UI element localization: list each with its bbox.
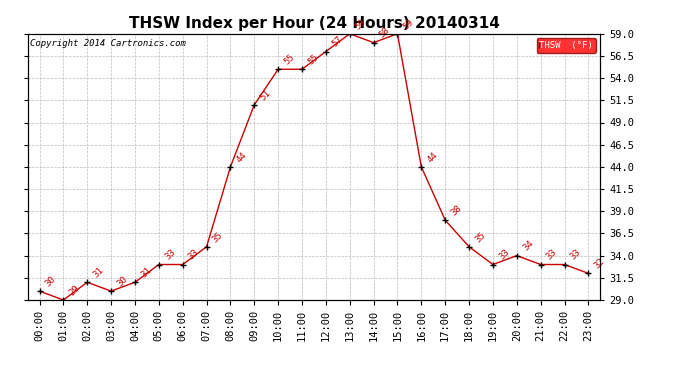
Legend: THSW  (°F): THSW (°F)	[537, 38, 595, 53]
Title: THSW Index per Hour (24 Hours) 20140314: THSW Index per Hour (24 Hours) 20140314	[128, 16, 500, 31]
Text: 51: 51	[259, 88, 273, 102]
Text: Copyright 2014 Cartronics.com: Copyright 2014 Cartronics.com	[30, 39, 186, 48]
Text: 35: 35	[473, 230, 487, 244]
Text: 33: 33	[545, 248, 559, 262]
Text: 59: 59	[402, 17, 415, 31]
Text: 58: 58	[377, 26, 392, 40]
Text: 57: 57	[330, 35, 344, 49]
Text: 33: 33	[497, 248, 511, 262]
Text: 30: 30	[115, 274, 129, 288]
Text: 44: 44	[235, 150, 248, 164]
Text: 44: 44	[426, 150, 440, 164]
Text: 33: 33	[187, 248, 201, 262]
Text: 33: 33	[569, 248, 582, 262]
Text: 29: 29	[68, 283, 81, 297]
Text: 55: 55	[282, 53, 296, 66]
Text: 59: 59	[354, 17, 368, 31]
Text: 55: 55	[306, 53, 320, 66]
Text: 34: 34	[521, 239, 535, 253]
Text: 35: 35	[210, 230, 225, 244]
Text: 31: 31	[91, 266, 106, 279]
Text: 32: 32	[593, 256, 607, 271]
Text: 31: 31	[139, 266, 153, 279]
Text: 33: 33	[163, 248, 177, 262]
Text: 38: 38	[449, 203, 463, 217]
Text: 30: 30	[43, 274, 58, 288]
